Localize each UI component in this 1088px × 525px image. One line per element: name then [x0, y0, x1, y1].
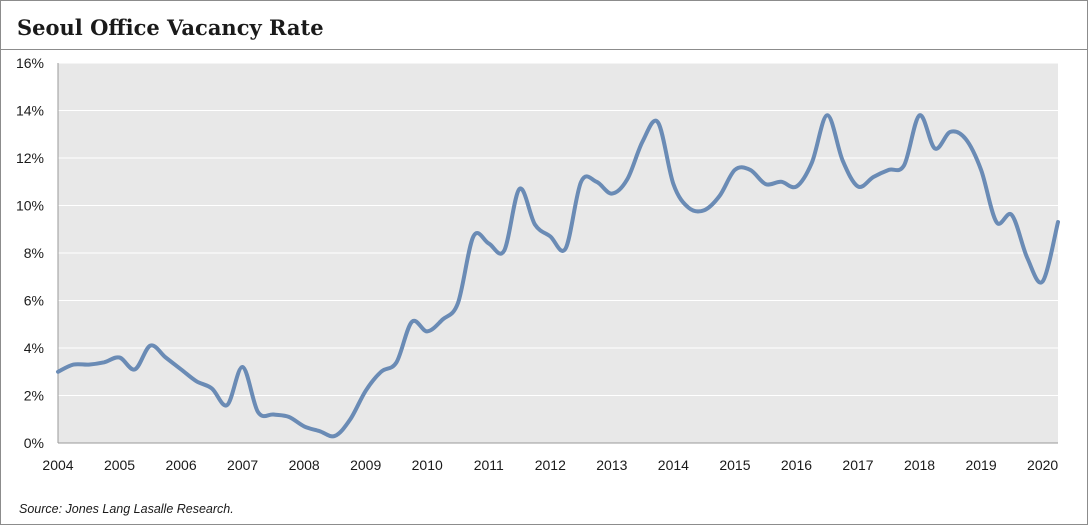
x-tick-label: 2004 — [42, 457, 73, 473]
x-tick-label: 2017 — [842, 457, 873, 473]
x-tick-label: 2014 — [658, 457, 689, 473]
x-tick-label: 2005 — [104, 457, 135, 473]
x-tick-label: 2008 — [289, 457, 320, 473]
y-tick-label: 14% — [16, 103, 44, 119]
x-tick-label: 2015 — [719, 457, 750, 473]
y-tick-label: 4% — [24, 340, 44, 356]
y-axis-tick-labels: 0% 2% 4% 6% 8% 10% 12% 14% 16% — [16, 55, 44, 451]
x-axis-tick-labels: 2004 2005 2006 2007 2008 2009 2010 2011 2012 2013… — [42, 457, 1058, 473]
chart-title: Seoul Office Vacancy Rate — [17, 15, 324, 40]
series-line — [56, 113, 1060, 439]
y-tick-label: 8% — [24, 245, 44, 261]
y-tick-label: 0% — [24, 435, 44, 451]
x-tick-label: 2016 — [781, 457, 812, 473]
x-tick-label: 2018 — [904, 457, 935, 473]
x-tick-label: 2010 — [412, 457, 443, 473]
y-tick-label: 6% — [24, 293, 44, 309]
title-divider — [1, 49, 1087, 50]
x-tick-label: 2012 — [535, 457, 566, 473]
y-tick-label: 10% — [16, 198, 44, 214]
y-tick-label: 16% — [16, 55, 44, 71]
x-tick-label: 2013 — [596, 457, 627, 473]
y-tick-label: 2% — [24, 388, 44, 404]
x-tick-label: 2011 — [474, 457, 504, 473]
x-tick-label: 2007 — [227, 457, 258, 473]
gridlines — [58, 62, 1058, 396]
x-tick-label: 2006 — [165, 457, 196, 473]
axes — [57, 63, 1058, 444]
series-group — [56, 113, 1060, 439]
x-tick-label: 2009 — [350, 457, 381, 473]
x-tick-label: 2019 — [965, 457, 996, 473]
x-tick-label: 2020 — [1027, 457, 1058, 473]
y-tick-label: 12% — [16, 150, 44, 166]
source-note: Source: Jones Lang Lasalle Research. — [19, 502, 234, 516]
